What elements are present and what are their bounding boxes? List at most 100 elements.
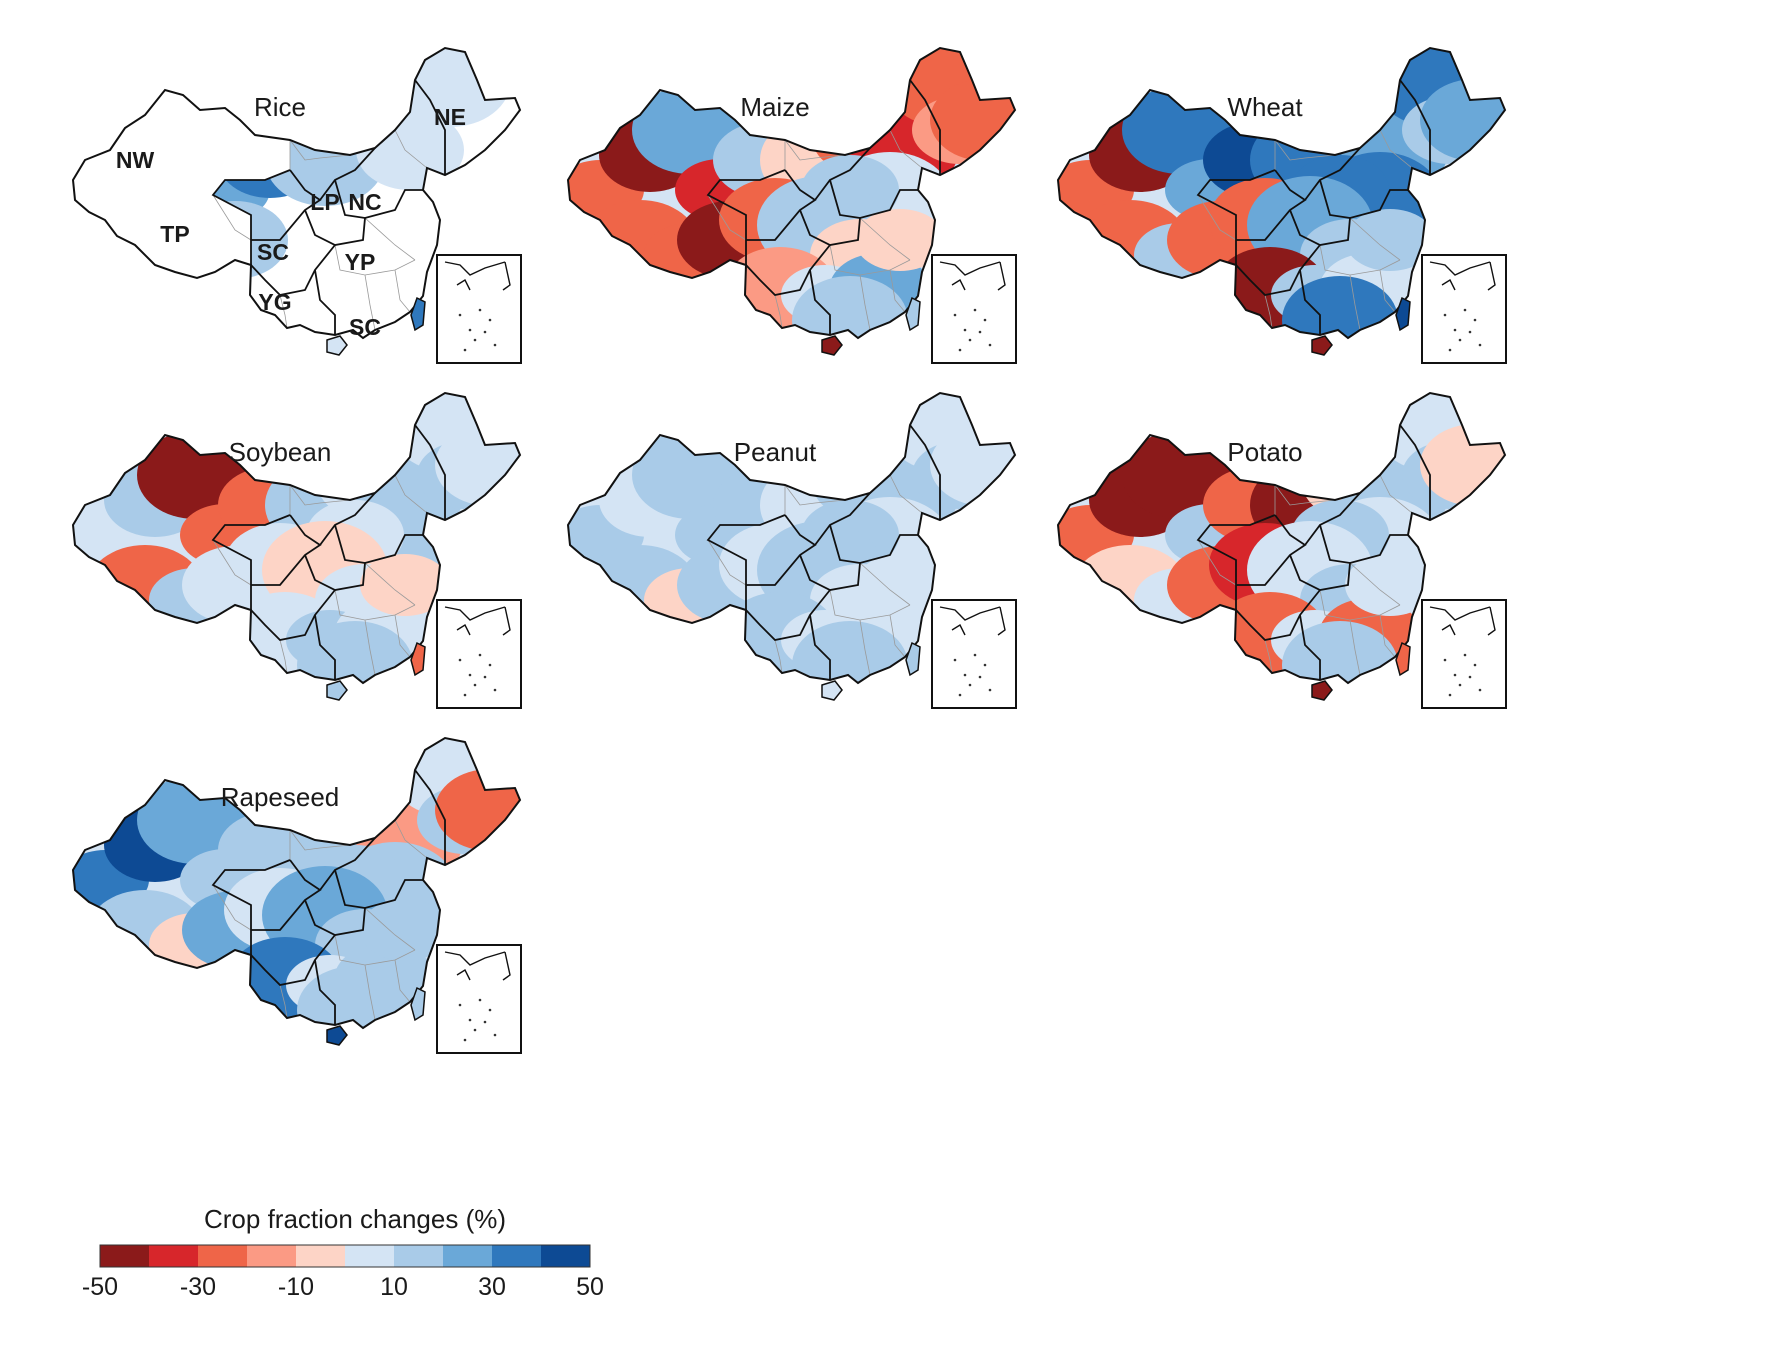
- taiwan-island: [905, 641, 921, 677]
- region-boundary: [745, 244, 831, 296]
- province-boundary: [364, 274, 376, 331]
- region-label: NW: [116, 147, 155, 173]
- map-panel-wheat: Wheat: [1050, 40, 1520, 370]
- region-boundary: [414, 79, 446, 175]
- region-boundary: [314, 269, 336, 335]
- hainan-island: [326, 1025, 348, 1046]
- taiwan-island: [1395, 296, 1411, 332]
- region-boundary: [1235, 589, 1321, 641]
- colorbar-svg: Crop fraction changes (%) -50 -30 -10 10 30 50: [82, 1204, 604, 1301]
- region-boundary: [414, 769, 446, 865]
- crop-title: Peanut: [734, 437, 817, 467]
- region-boundary: [1236, 514, 1307, 586]
- colorbar-swatch: [149, 1245, 198, 1267]
- colorbar-swatch: [247, 1245, 296, 1267]
- crop-change-patch: [435, 769, 520, 851]
- map-panel-rice: Rice NW TP NE LP NC SC YP YG SC: [65, 40, 535, 370]
- crop-change-patch: [855, 209, 945, 271]
- province-boundary: [212, 539, 252, 586]
- province-boundary: [889, 269, 906, 313]
- province-boundary: [1264, 639, 1273, 674]
- region-label: SC: [257, 239, 289, 265]
- province-boundary: [394, 474, 428, 514]
- south-china-sea-inset: [931, 599, 1017, 709]
- province-boundary: [1264, 294, 1273, 329]
- region-label: SC: [349, 314, 381, 340]
- colorbar-tick-label: -50: [82, 1273, 118, 1301]
- region-boundary: [1196, 514, 1276, 610]
- region-boundary: [1319, 524, 1408, 564]
- region-boundary: [746, 514, 817, 586]
- region-boundary: [706, 514, 786, 610]
- region-boundary: [809, 269, 831, 335]
- region-boundary: [251, 169, 322, 241]
- region-boundary: [809, 614, 831, 680]
- crop-change-patch: [360, 554, 450, 616]
- taiwan-island: [410, 296, 426, 332]
- province-boundary: [784, 484, 846, 506]
- region-label: NE: [434, 104, 466, 130]
- colorbar-tick-label: 30: [478, 1273, 506, 1301]
- region-boundary: [211, 514, 291, 610]
- crop-change-patch: [297, 966, 413, 1028]
- colorbar-swatch: [443, 1245, 492, 1267]
- region-boundary: [1299, 269, 1321, 335]
- south-china-sea-inset: [1421, 254, 1507, 364]
- region-boundary: [319, 837, 376, 891]
- province-boundary: [364, 562, 416, 606]
- hainan-island: [821, 335, 843, 356]
- colorbar-swatch: [492, 1245, 541, 1267]
- province-boundary: [1379, 269, 1396, 313]
- crop-title: Maize: [740, 92, 809, 122]
- province-boundary: [1379, 614, 1396, 658]
- map-svg: Soybean: [71, 391, 522, 709]
- crop-change-patch: [855, 554, 945, 616]
- taiwan-island: [410, 986, 426, 1022]
- province-boundary: [289, 139, 351, 161]
- province-boundary: [364, 907, 416, 951]
- colorbar-swatch: [198, 1245, 247, 1267]
- province-boundary: [889, 614, 906, 658]
- region-boundary: [1196, 169, 1276, 265]
- colorbar-tick-label: -30: [180, 1273, 216, 1301]
- map-svg: Rice NW TP NE LP NC SC YP YG SC: [71, 46, 522, 364]
- south-china-sea-inset: [436, 944, 522, 1054]
- region-boundary: [1299, 614, 1321, 680]
- colorbar-swatch: [541, 1245, 590, 1267]
- province-boundary: [1349, 217, 1401, 261]
- map-panel-potato: Potato: [1050, 385, 1520, 715]
- crop-change-patch: [930, 79, 1015, 161]
- crop-change-patch: [1420, 424, 1505, 506]
- region-boundary: [334, 524, 423, 564]
- province-boundary: [394, 269, 411, 313]
- province-boundary: [784, 139, 846, 161]
- region-label: NC: [348, 189, 381, 215]
- map-panel-peanut: Peanut: [560, 385, 1030, 715]
- region-boundary: [319, 147, 376, 201]
- south-china-sea-inset: [436, 599, 522, 709]
- province-boundary: [889, 129, 923, 169]
- map-svg: Potato: [1056, 391, 1507, 709]
- map-panel-rapeseed: Rapeseed: [65, 730, 535, 1060]
- region-boundary: [814, 492, 871, 546]
- province-boundary: [1197, 539, 1237, 586]
- region-boundary: [814, 147, 871, 201]
- colorbar-tick-label: 10: [380, 1273, 408, 1301]
- map-panel-soybean: Soybean: [65, 385, 535, 715]
- region-label: YG: [258, 289, 291, 315]
- crop-title: Soybean: [229, 437, 332, 467]
- province-boundary: [279, 294, 288, 329]
- region-boundary: [1304, 492, 1361, 546]
- region-boundary: [1235, 244, 1321, 296]
- province-boundary: [279, 984, 288, 1019]
- region-boundary: [334, 179, 423, 219]
- region-boundary: [909, 424, 941, 520]
- region-label: YP: [345, 249, 376, 275]
- region-boundary: [746, 169, 817, 241]
- hainan-island: [821, 680, 843, 701]
- country-outline: [566, 391, 1017, 685]
- country-outline: [71, 46, 522, 340]
- region-boundary: [314, 959, 336, 1025]
- no-data-area: [73, 90, 290, 278]
